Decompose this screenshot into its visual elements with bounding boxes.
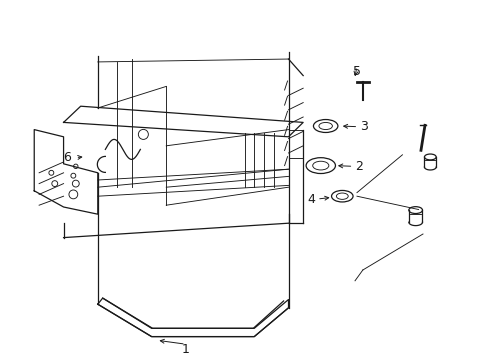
Text: 5: 5: [352, 65, 360, 78]
Text: 3: 3: [360, 120, 367, 133]
Text: 6: 6: [63, 151, 71, 164]
Text: 4: 4: [306, 193, 314, 206]
Text: 1: 1: [182, 343, 189, 356]
Text: 2: 2: [355, 160, 363, 173]
